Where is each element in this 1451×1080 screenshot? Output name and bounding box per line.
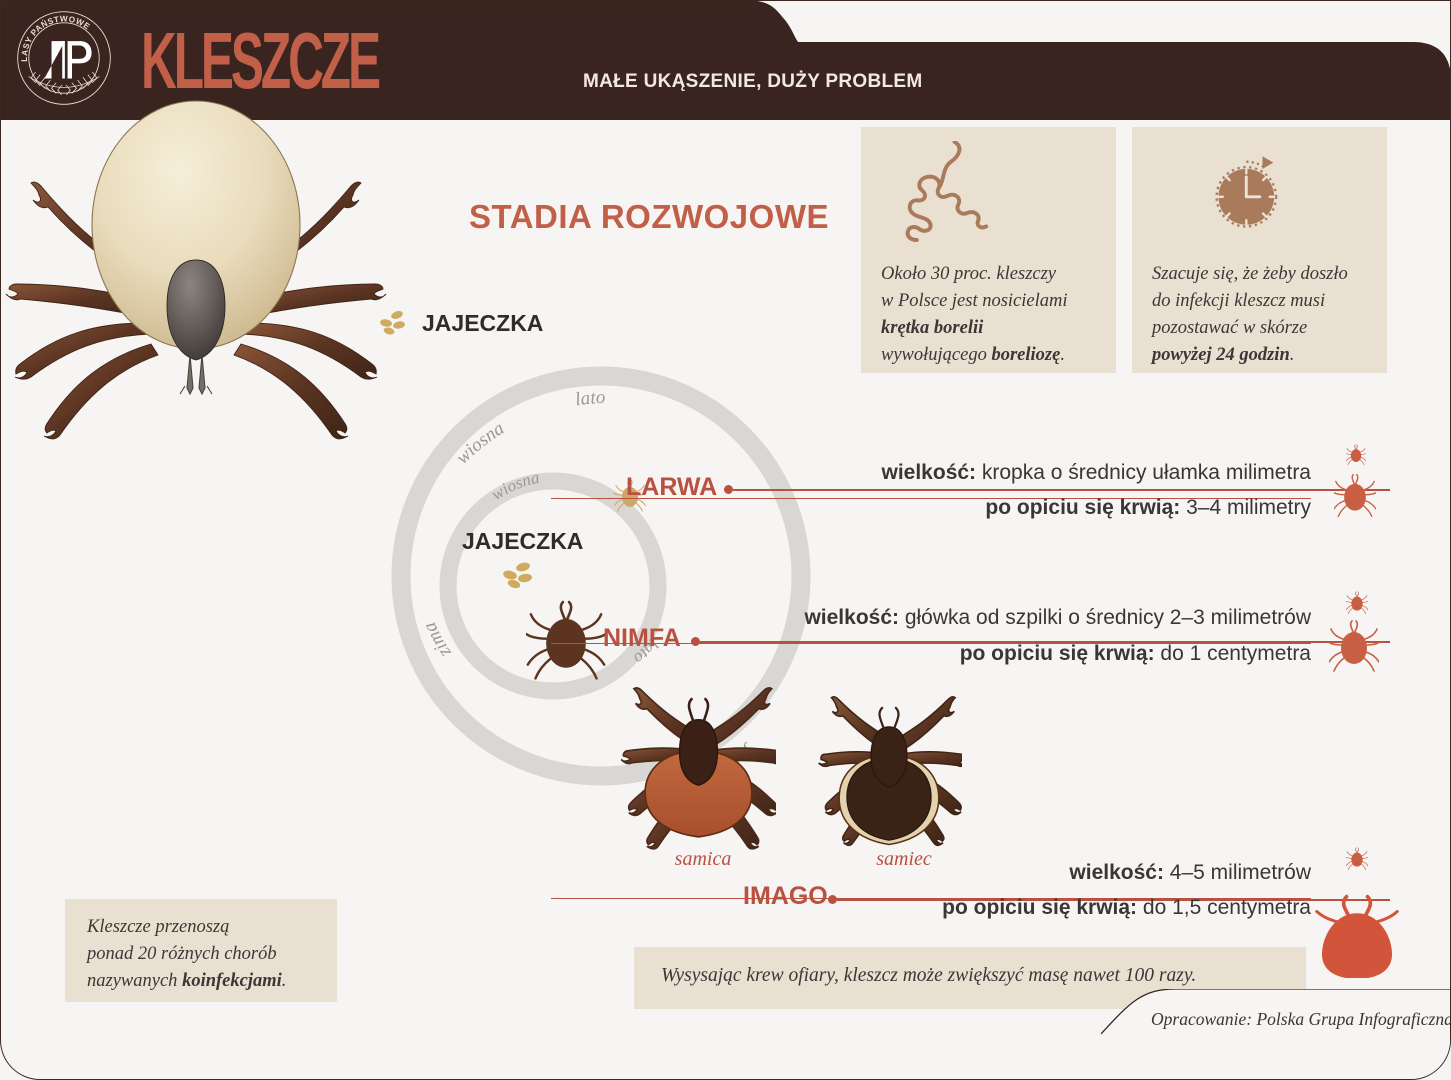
svg-text:wiosna: wiosna bbox=[488, 468, 541, 504]
svg-text:lato: lato bbox=[574, 387, 606, 411]
